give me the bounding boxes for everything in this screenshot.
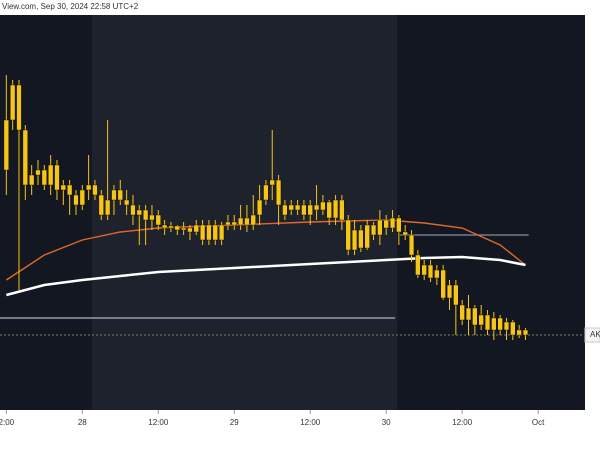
- candle-body: [282, 204, 288, 216]
- candle-body: [440, 269, 446, 299]
- candle-body: [389, 217, 396, 229]
- candle-body: [244, 217, 250, 226]
- candle-body: [275, 179, 282, 206]
- candle-body: [29, 174, 35, 186]
- candle-body: [149, 214, 155, 221]
- candle-body: [92, 184, 98, 196]
- price-label: AK: [590, 330, 600, 339]
- candle-body: [225, 221, 231, 226]
- candle-body: [370, 224, 377, 236]
- candle-body: [484, 314, 491, 331]
- candle-body: [111, 189, 117, 201]
- candle-body: [250, 214, 256, 226]
- candle-body: [339, 199, 345, 221]
- candle-body: [193, 224, 199, 233]
- candle-body: [269, 179, 275, 186]
- x-tick-label: 12:00: [148, 418, 169, 427]
- candle-body: [421, 264, 427, 276]
- candle-body: [124, 199, 130, 206]
- candle-body: [383, 219, 389, 229]
- candle-body: [326, 201, 332, 219]
- candle-body: [345, 219, 351, 251]
- candle-body: [168, 225, 174, 229]
- header: View.com, Sep 30, 2024 22:58 UTC+2: [2, 2, 139, 11]
- candle-body: [497, 317, 503, 331]
- x-tick-label: Oct: [532, 418, 545, 427]
- x-tick-label: 29: [230, 418, 239, 427]
- candle-body: [453, 284, 459, 306]
- candle-body: [465, 307, 472, 321]
- candle-body: [98, 194, 104, 216]
- x-tick-label: 28: [78, 418, 87, 427]
- candle-body: [294, 204, 301, 211]
- candle-body: [231, 221, 237, 226]
- candle-body: [301, 204, 307, 216]
- candle-body: [67, 184, 73, 196]
- x-tick-label: 30: [382, 418, 391, 427]
- x-tick-label: 2:00: [0, 418, 15, 427]
- candle-body: [60, 184, 66, 191]
- candle-body: [143, 209, 149, 221]
- candle-body: [491, 317, 497, 331]
- candle-body: [427, 264, 434, 279]
- candle-body: [162, 224, 168, 229]
- candle-body: [218, 224, 225, 241]
- candle-body: [136, 209, 142, 216]
- candle-body: [263, 184, 269, 201]
- candle-body: [472, 307, 478, 326]
- x-tick-label: 12:00: [300, 418, 321, 427]
- candle-body: [41, 169, 47, 186]
- candle-body: [187, 227, 193, 233]
- candle-body: [3, 119, 9, 171]
- candle-body: [459, 304, 465, 321]
- candle-body: [313, 204, 320, 211]
- candle-body: [332, 199, 339, 219]
- candle-body: [320, 201, 326, 211]
- moving-average: [5, 219, 526, 281]
- candle-body: [408, 234, 415, 256]
- candle-body: [237, 217, 244, 226]
- candle-body: [174, 225, 180, 231]
- candle-body: [396, 217, 402, 233]
- candle-body: [199, 224, 206, 241]
- candle-body: [503, 321, 510, 331]
- candle-body: [35, 169, 41, 176]
- candle-body: [22, 129, 28, 186]
- candle-body: [358, 229, 364, 249]
- candle-body: [256, 199, 263, 216]
- candle-body: [446, 284, 453, 299]
- candle-body: [206, 224, 212, 241]
- candle-body: [48, 164, 54, 186]
- candle-body: [130, 204, 136, 216]
- candle-body: [79, 189, 85, 206]
- candle-body: [155, 214, 161, 226]
- candle-body: [377, 219, 383, 236]
- candle-body: [522, 329, 529, 336]
- candle-body: [434, 269, 440, 279]
- candle-body: [364, 224, 370, 249]
- candle-body: [117, 189, 123, 201]
- candle-body: [516, 329, 522, 336]
- candle-body: [10, 84, 16, 121]
- candle-body: [415, 254, 421, 276]
- candle-body: [73, 194, 79, 206]
- candle-body: [86, 184, 92, 191]
- candle-body: [288, 204, 294, 211]
- candle-body: [54, 164, 60, 191]
- x-tick-label: 12:00: [452, 418, 473, 427]
- candle-body: [307, 204, 313, 216]
- candle-body: [351, 229, 358, 251]
- candle-body: [16, 84, 22, 131]
- candle-body: [478, 314, 484, 326]
- candle-body: [212, 224, 218, 241]
- candle-body: [181, 227, 187, 231]
- candle-body: [402, 231, 408, 236]
- candle-body: [105, 199, 111, 216]
- session-shade: [92, 15, 397, 410]
- moving-average: [6, 255, 526, 297]
- candle-body: [510, 321, 516, 336]
